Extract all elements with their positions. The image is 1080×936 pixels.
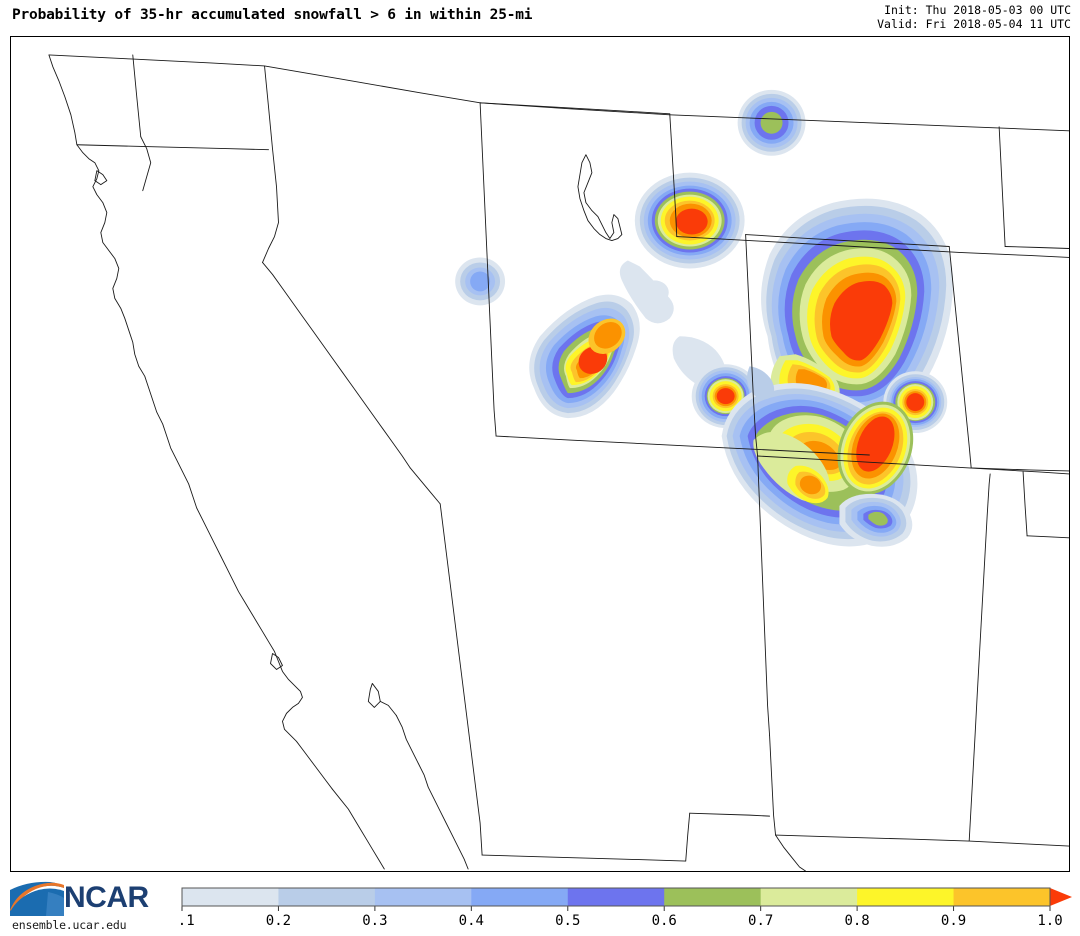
contour-cell-southern-colorado (721, 383, 918, 547)
page-title: Probability of 35-hr accumulated snowfal… (12, 7, 533, 23)
valid-time-label: Valid: Fri 2018-05-04 11 UTC (877, 17, 1071, 31)
header-bar: Probability of 35-hr accumulated snowfal… (0, 0, 1080, 36)
colorbar-band[interactable] (182, 888, 279, 906)
colorbar-ticks (181, 906, 1051, 911)
colorbar-tick-label: 0.1 (178, 913, 195, 929)
colorbar-extend-arrow (1050, 888, 1072, 906)
ncar-wordmark: NCAR (64, 881, 149, 914)
colorbar-band[interactable] (374, 888, 472, 906)
colorbar-outline (181, 887, 1051, 907)
probability-contour-field (455, 89, 954, 547)
colorbar-band[interactable] (567, 888, 665, 906)
ncar-logo-mark (10, 881, 64, 916)
footer-bar: NCAR ensemble.ucar.edu 0.10.20.30.40.50.… (0, 872, 1080, 936)
init-time-label: Init: Thu 2018-05-03 00 UTC (884, 3, 1071, 17)
forecast-timestamp-block: Init: Thu 2018-05-03 00 UTC Valid: Fri 2… (877, 3, 1071, 31)
colorbar-tick-label: 0.5 (555, 913, 580, 929)
contour-cell-northern-utah (634, 172, 745, 269)
colorbar-band[interactable] (760, 888, 858, 906)
map-panel[interactable] (10, 36, 1070, 872)
colorbar-tick-label: 0.8 (844, 913, 869, 929)
colorbar-band[interactable] (953, 888, 1051, 906)
colorbar-tick-label: 0.4 (459, 913, 484, 929)
contour-cell-northwest-colorado (761, 198, 954, 421)
contour-bridge-utah (619, 260, 674, 324)
colorbar-tick-label: 0.9 (941, 913, 966, 929)
colorbar-tick-label: 0.2 (266, 913, 291, 929)
colorbar-band[interactable] (471, 888, 569, 906)
colorbar-tick-label: 0.3 (362, 913, 387, 929)
probability-map[interactable] (11, 37, 1069, 871)
contour-cell-nevada (455, 257, 506, 306)
ncar-url-label: ensemble.ucar.edu (12, 918, 127, 932)
colorbar-tick-labels: 0.1 0.2 0.3 0.4 0.5 0.6 0.7 0.8 0.9 1.0 (178, 913, 1063, 929)
colorbar-tick-label: 0.6 (652, 913, 677, 929)
contour-cell-northern-montana (737, 89, 806, 156)
ncar-logo[interactable]: NCAR ensemble.ucar.edu (6, 878, 171, 934)
colorbar-bands[interactable] (182, 888, 1072, 906)
contour-filaments (747, 366, 775, 400)
colorbar-band[interactable] (664, 888, 762, 906)
contour-cell-central-utah (529, 294, 640, 419)
colorbar[interactable]: 0.1 0.2 0.3 0.4 0.5 0.6 0.7 0.8 0.9 1.0 (178, 880, 1074, 930)
colorbar-band[interactable] (857, 888, 955, 906)
colorbar-band[interactable] (278, 888, 376, 906)
state-boundaries (48, 54, 1069, 871)
colorbar-tick-label: 1.0 (1037, 913, 1062, 929)
colorbar-svg[interactable]: 0.1 0.2 0.3 0.4 0.5 0.6 0.7 0.8 0.9 1.0 (178, 880, 1074, 930)
colorbar-tick-label: 0.7 (748, 913, 773, 929)
